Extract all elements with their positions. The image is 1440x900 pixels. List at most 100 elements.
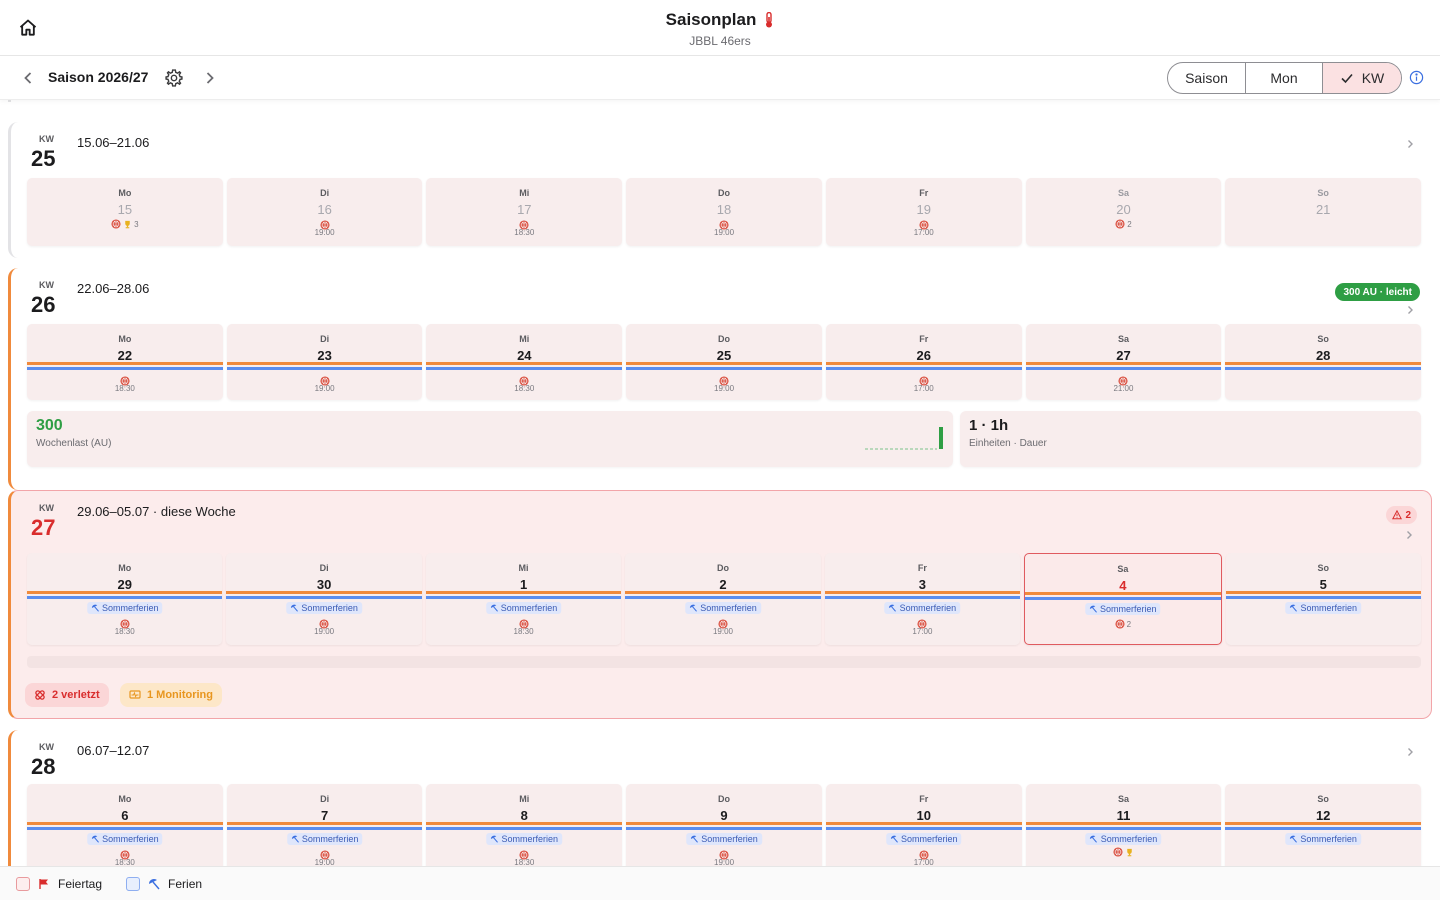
day-cell[interactable]: Do 18 19:00 xyxy=(626,178,822,246)
umbrella-beach-icon xyxy=(1290,604,1298,612)
day-number: 16 xyxy=(317,202,332,217)
week-card-kw26[interactable]: KW 26 22.06–28.06 300 AU · leicht Mo 22 18:30 D… xyxy=(8,268,1432,490)
day-cell[interactable]: Sa 4 Sommerferien 2 xyxy=(1024,553,1222,645)
vacation-tag-label: Sommerferien xyxy=(899,603,957,613)
umbrella-beach-icon xyxy=(91,604,99,612)
day-cell[interactable]: Fr 19 17:00 xyxy=(825,178,1022,246)
day-cell[interactable]: Di 30 Sommerferien 19:00 xyxy=(226,553,422,645)
vacation-tag: Sommerferien xyxy=(286,602,362,614)
day-name: So xyxy=(1317,334,1329,344)
day-number: 29 xyxy=(117,577,132,592)
day-cell[interactable]: Sa 11 Sommerferien xyxy=(1025,784,1222,866)
day-number: 22 xyxy=(117,348,133,363)
basketball-icon xyxy=(919,376,929,386)
day-cell[interactable]: Fr 3 Sommerferien 17:00 xyxy=(824,553,1021,645)
day-name: Mi xyxy=(518,563,529,573)
vacation-stripe xyxy=(824,596,1021,599)
vacation-tag-label: Sommerferien xyxy=(1100,834,1158,844)
season-phase-stripe xyxy=(426,362,623,365)
day-number: 23 xyxy=(317,348,332,363)
vacation-tag: Sommerferien xyxy=(884,602,961,614)
day-number: 15 xyxy=(117,202,133,217)
vacation-stripe xyxy=(825,367,1022,370)
week-card-kw27[interactable]: KW 27 29.06–05.07 · diese Woche 2 Mo 29 Sommer… xyxy=(8,490,1432,719)
season-phase-stripe xyxy=(825,362,1022,365)
units-duration-card[interactable]: 1 · 1h Einheiten · Dauer xyxy=(960,411,1421,467)
day-cell[interactable]: Do 25 19:00 xyxy=(626,324,822,400)
kw-label: KW xyxy=(39,503,54,513)
day-cell[interactable]: Fr 10 Sommerferien 17:00 xyxy=(825,784,1022,866)
training-time: 18:30 xyxy=(514,858,535,866)
day-cell[interactable]: Mi 17 18:30 xyxy=(426,178,623,246)
day-name: Fr xyxy=(919,334,929,344)
vacation-tag-label: Sommerferien xyxy=(101,603,159,613)
week-card-kw25[interactable]: KW 25 15.06–21.06 Mo 15 3 Di 16 19:00 Mi 17 18:30 Do… xyxy=(8,122,1432,258)
weeks-scroll-area[interactable]: KW 25 15.06–21.06 Mo 15 3 Di 16 19:00 Mi 17 18:30 Do… xyxy=(0,100,1440,866)
chevron-right-icon[interactable] xyxy=(1404,138,1416,150)
season-phase-stripe xyxy=(1225,591,1421,594)
basketball-icon xyxy=(320,850,330,860)
day-cell[interactable]: Do 2 Sommerferien 19:00 xyxy=(625,553,821,645)
training-marker xyxy=(1118,373,1129,386)
warning-badge[interactable]: 2 xyxy=(1386,506,1417,524)
day-cell[interactable]: Mo 6 Sommerferien 18:30 xyxy=(27,784,223,866)
training-time: 17:00 xyxy=(913,228,934,237)
training-marker xyxy=(719,217,729,230)
day-cell[interactable]: Di 7 Sommerferien 19:00 xyxy=(226,784,423,866)
day-cell[interactable]: Di 23 19:00 xyxy=(226,324,423,400)
view-kw-button[interactable]: KW xyxy=(1323,63,1401,93)
view-saison-button[interactable]: Saison xyxy=(1168,63,1246,93)
day-cell[interactable]: Mi 1 Sommerferien 18:30 xyxy=(425,553,622,645)
training-marker xyxy=(917,616,927,629)
training-time: 19:00 xyxy=(714,384,735,393)
day-number: 28 xyxy=(1315,348,1331,363)
day-number: 12 xyxy=(1315,808,1331,823)
day-cell[interactable]: Fr 26 17:00 xyxy=(825,324,1022,400)
holiday-swatch xyxy=(16,876,30,891)
home-icon[interactable] xyxy=(16,16,40,40)
day-cell[interactable]: Mi 8 Sommerferien 18:30 xyxy=(426,784,623,866)
day-name: Di xyxy=(319,563,329,573)
info-icon[interactable] xyxy=(1409,70,1424,85)
season-phase-stripe xyxy=(1025,822,1222,825)
title-area: Saisonplan JBBL 46ers xyxy=(0,10,1440,48)
legend-bar: Feiertag Ferien xyxy=(0,866,1440,900)
week-card-kw28[interactable]: KW 28 06.07–12.07 Mo 6 Sommerferien 18:30 Di 7 So… xyxy=(8,730,1432,866)
season-phase-stripe xyxy=(226,362,423,365)
training-marker xyxy=(719,847,729,860)
view-month-button[interactable]: Mon xyxy=(1246,63,1323,93)
chevron-right-icon[interactable] xyxy=(1403,529,1415,541)
day-name: Mi xyxy=(519,188,530,198)
warning-icon xyxy=(1392,510,1403,520)
weekly-load-card[interactable]: 300 Wochenlast (AU) xyxy=(27,411,953,467)
injured-chip[interactable]: 2 verletzt xyxy=(25,683,109,707)
monitoring-chip-label: 1 Monitoring xyxy=(147,689,213,701)
day-cell[interactable]: Do 9 Sommerferien 19:00 xyxy=(626,784,822,866)
day-cell[interactable]: Mi 24 18:30 xyxy=(426,324,623,400)
basketball-icon xyxy=(719,376,729,386)
training-marker xyxy=(120,847,130,860)
day-cell[interactable]: So 28 xyxy=(1225,324,1422,400)
season-nav-bar: Saison 2026/27 Saison Mon KW xyxy=(0,56,1440,100)
training-marker xyxy=(120,616,130,629)
day-cell[interactable]: Sa 27 21:00 xyxy=(1025,324,1222,400)
day-cell[interactable]: So 5 Sommerferien xyxy=(1225,553,1421,645)
chevron-right-icon[interactable] xyxy=(1404,746,1416,758)
vacation-stripe xyxy=(226,827,423,830)
day-cell[interactable]: Mo 29 Sommerferien 18:30 xyxy=(27,553,223,645)
day-cell[interactable]: Mo 15 3 xyxy=(27,178,223,246)
basketball-icon xyxy=(719,850,729,860)
monitoring-chip[interactable]: 1 Monitoring xyxy=(120,683,222,707)
chevron-right-icon[interactable] xyxy=(200,68,220,88)
day-cell[interactable]: So 21 xyxy=(1225,178,1422,246)
gear-icon[interactable] xyxy=(164,68,184,88)
training-marker xyxy=(519,373,529,386)
day-cell[interactable]: Sa 20 2 xyxy=(1025,178,1222,246)
vacation-tag: Sommerferien xyxy=(486,833,563,845)
chevron-left-icon[interactable] xyxy=(18,68,38,88)
day-number: 4 xyxy=(1119,578,1127,593)
day-cell[interactable]: Mo 22 18:30 xyxy=(27,324,223,400)
day-cell[interactable]: So 12 Sommerferien xyxy=(1225,784,1422,866)
chevron-right-icon[interactable] xyxy=(1404,304,1416,316)
day-cell[interactable]: Di 16 19:00 xyxy=(226,178,423,246)
